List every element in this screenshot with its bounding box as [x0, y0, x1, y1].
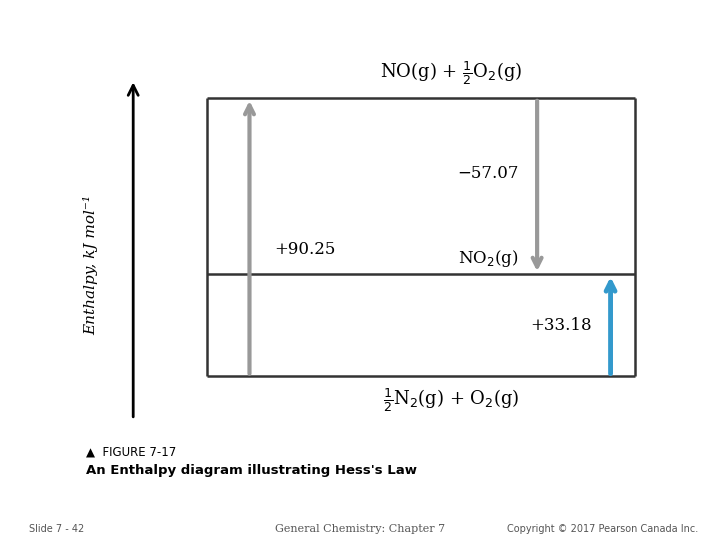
Text: +90.25: +90.25: [274, 241, 336, 258]
Text: Slide 7 - 42: Slide 7 - 42: [29, 523, 84, 534]
Text: −57.07: −57.07: [457, 165, 518, 182]
Text: $\frac{1}{2}$N$_2$(g) + O$_2$(g): $\frac{1}{2}$N$_2$(g) + O$_2$(g): [383, 386, 520, 414]
Text: General Chemistry: Chapter 7: General Chemistry: Chapter 7: [275, 523, 445, 534]
Text: +33.18: +33.18: [531, 317, 592, 334]
Text: NO(g) + $\frac{1}{2}$O$_2$(g): NO(g) + $\frac{1}{2}$O$_2$(g): [380, 59, 523, 87]
Text: NO$_2$(g): NO$_2$(g): [458, 248, 518, 269]
Text: Enthalpy, kJ mol⁻¹: Enthalpy, kJ mol⁻¹: [83, 195, 98, 335]
Text: Copyright © 2017 Pearson Canada Inc.: Copyright © 2017 Pearson Canada Inc.: [507, 523, 698, 534]
Text: ▲  FIGURE 7-17: ▲ FIGURE 7-17: [86, 446, 176, 458]
Text: An Enthalpy diagram illustrating Hess's Law: An Enthalpy diagram illustrating Hess's …: [86, 464, 418, 477]
